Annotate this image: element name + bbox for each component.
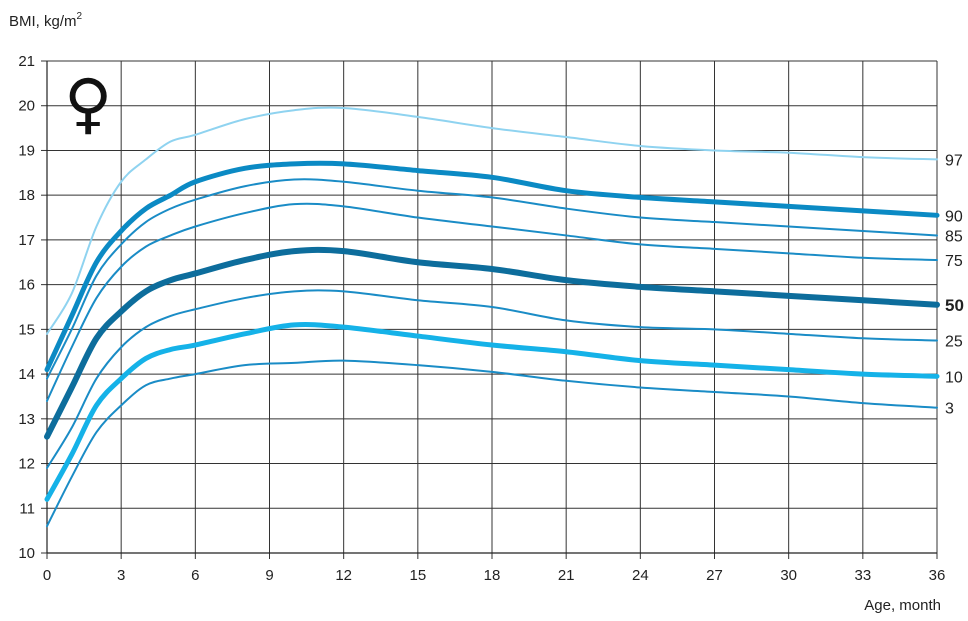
x-tick-label: 9 [265, 567, 273, 584]
female-symbol-icon: ♀ [64, 65, 112, 142]
percentile-label-90: 90 [945, 208, 963, 225]
percentile-line-85 [46, 178, 938, 380]
x-tick-label: 24 [632, 567, 649, 584]
percentile-label-3: 3 [945, 401, 954, 418]
y-tick-label: 16 [18, 277, 35, 294]
x-tick-label: 33 [854, 567, 871, 584]
y-tick-label: 11 [19, 500, 35, 517]
y-tick-label: 19 [18, 142, 35, 159]
axes [41, 60, 938, 559]
percentile-line-10 [44, 322, 940, 502]
percentile-label-10: 10 [945, 369, 963, 386]
x-tick-label: 3 [117, 567, 125, 584]
percentile-line-97 [46, 106, 938, 335]
x-tick-label: 6 [191, 567, 199, 584]
y-tick-label: 21 [18, 53, 35, 70]
percentile-label-50: 50 [945, 296, 964, 315]
percentile-line-3 [46, 359, 938, 528]
x-tick-label: 30 [780, 567, 797, 584]
percentile-labels: 97 90 85 75 50 25 10 3 [945, 152, 964, 417]
grid [47, 60, 938, 553]
percentile-line-25 [46, 289, 938, 470]
x-tick-label: 21 [558, 567, 575, 584]
x-tick-labels: 0 3 6 9 12 15 18 21 24 27 30 33 36 [43, 567, 946, 584]
y-tick-label: 12 [18, 456, 35, 473]
x-tick-label: 15 [409, 567, 426, 584]
x-axis-title: Age, month [864, 597, 941, 614]
y-tick-label: 15 [18, 321, 35, 338]
x-tick-label: 12 [335, 567, 352, 584]
y-tick-label: 10 [18, 545, 35, 562]
x-tick-label: 18 [484, 567, 501, 584]
percentile-label-75: 75 [945, 253, 963, 270]
x-tick-label: 0 [43, 567, 51, 584]
percentile-label-97: 97 [945, 152, 963, 169]
percentile-label-25: 25 [945, 334, 963, 351]
percentile-lines [44, 106, 940, 528]
percentile-line-90 [44, 160, 940, 373]
percentile-line-75 [46, 202, 938, 402]
y-tick-label: 13 [18, 411, 35, 428]
y-tick-labels: 10 11 12 13 14 15 16 17 18 19 20 21 [18, 53, 35, 562]
x-tick-label: 36 [929, 567, 946, 584]
y-tick-label: 17 [18, 232, 35, 249]
y-tick-label: 14 [18, 366, 35, 383]
y-tick-label: 18 [18, 187, 35, 204]
x-tick-label: 27 [706, 567, 723, 584]
y-axis-title: BMI, kg/m2 [9, 11, 83, 30]
percentile-line-50 [44, 246, 940, 440]
percentile-label-85: 85 [945, 228, 963, 245]
y-tick-label: 20 [18, 98, 35, 115]
